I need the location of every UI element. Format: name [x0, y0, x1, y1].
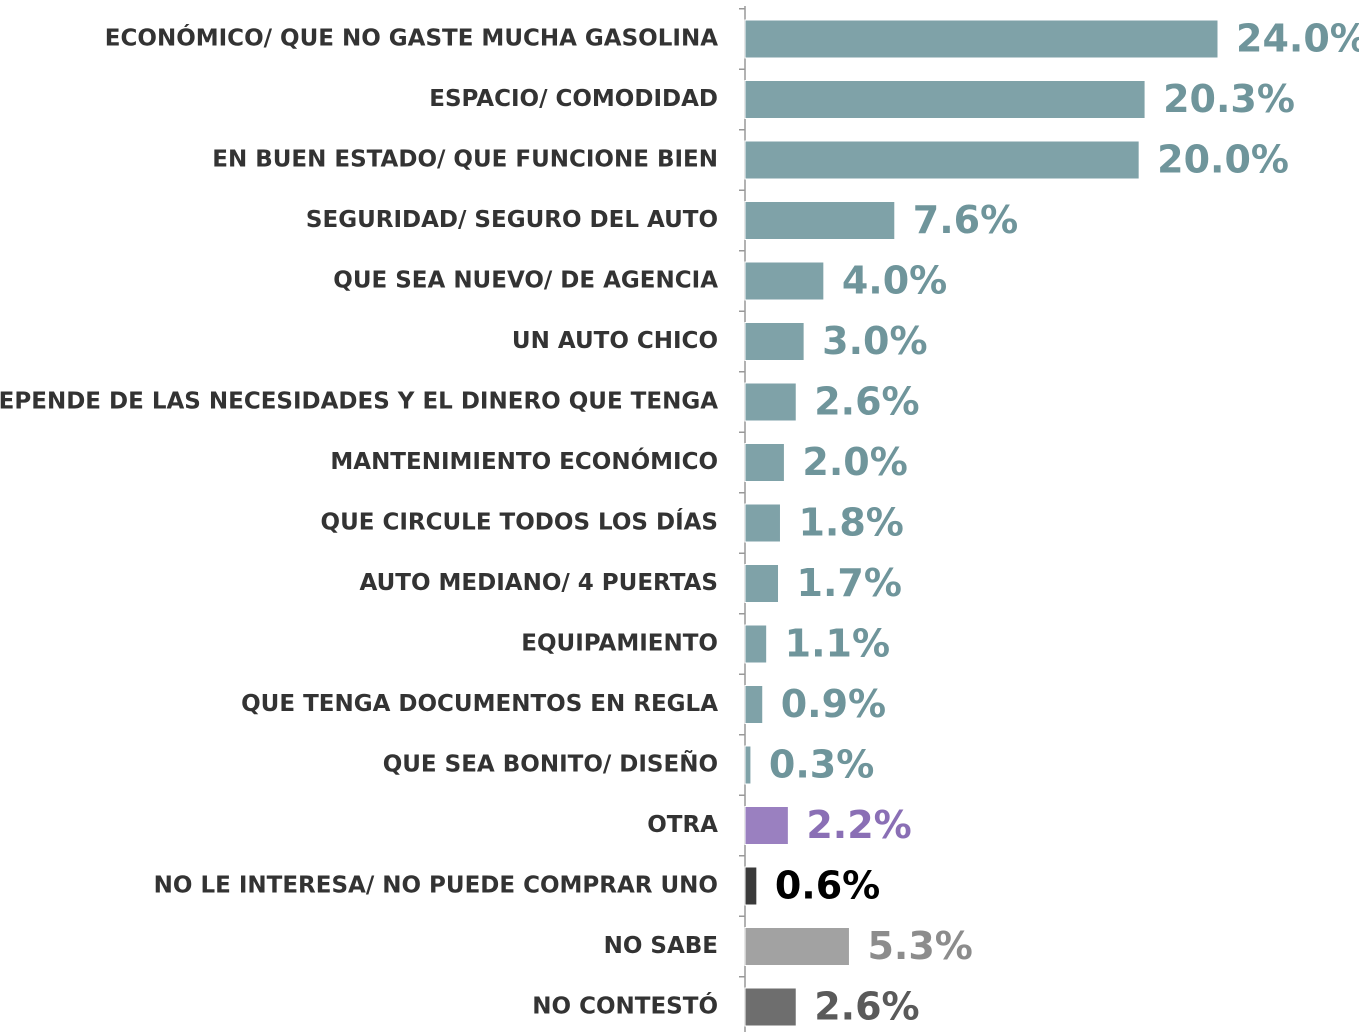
value-label: 2.2% [806, 803, 911, 847]
bar [744, 987, 797, 1027]
category-label: QUE CIRCULE TODOS LOS DÍAS [321, 508, 718, 536]
value-label: 7.6% [913, 198, 1018, 242]
bar [744, 80, 1146, 119]
bar [744, 624, 768, 664]
category-label: MANTENIMIENTO ECONÓMICO [330, 447, 718, 475]
value-label: 2.0% [802, 440, 907, 484]
value-label: 5.3% [867, 924, 972, 968]
value-label: 1.7% [797, 561, 902, 605]
value-label: 2.6% [814, 985, 919, 1029]
bar [744, 322, 805, 361]
bar [744, 140, 1140, 180]
value-label: 1.1% [785, 622, 890, 666]
category-label: QUE TENGA DOCUMENTOS EN REGLA [241, 691, 718, 717]
value-label: 2.6% [814, 380, 919, 424]
category-label: NO CONTESTÓ [532, 992, 718, 1020]
value-label: 0.6% [775, 864, 880, 908]
bar [744, 19, 1219, 59]
category-label: QUE SEA BONITO/ DISEÑO [383, 750, 718, 778]
bar [744, 806, 789, 845]
category-label: NO SABE [604, 933, 718, 959]
value-label: 0.3% [769, 743, 874, 787]
category-label: ESPACIO/ COMODIDAD [429, 86, 718, 112]
category-label: AUTO MEDIANO/ 4 PUERTAS [360, 570, 718, 596]
value-label: 4.0% [842, 259, 947, 303]
bar [744, 443, 785, 482]
category-label: DEPENDE DE LAS NECESIDADES Y EL DINERO Q… [0, 389, 718, 415]
bar [744, 564, 780, 603]
bar [744, 745, 752, 785]
category-label: ECONÓMICO/ QUE NO GASTE MUCHA GASOLINA [105, 24, 718, 52]
value-label: 3.0% [822, 319, 927, 363]
value-label: 1.8% [798, 501, 903, 545]
category-label: EQUIPAMIENTO [521, 631, 718, 657]
category-label: SEGURIDAD/ SEGURO DEL AUTO [306, 207, 718, 233]
bar [744, 866, 758, 906]
value-label: 24.0% [1236, 17, 1359, 61]
category-label: UN AUTO CHICO [512, 328, 718, 354]
category-label: EN BUEN ESTADO/ QUE FUNCIONE BIEN [212, 147, 718, 173]
bar [744, 261, 825, 301]
value-label: 0.9% [781, 682, 886, 726]
bar [744, 201, 896, 240]
category-label: OTRA [647, 812, 718, 838]
value-label: 20.3% [1163, 77, 1295, 121]
value-label: 20.0% [1157, 138, 1289, 182]
bar [744, 927, 850, 966]
category-label: NO LE INTERESA/ NO PUEDE COMPRAR UNO [154, 873, 718, 899]
bar [744, 503, 781, 543]
bar [744, 382, 797, 422]
category-label: QUE SEA NUEVO/ DE AGENCIA [333, 268, 718, 294]
bar [744, 685, 764, 724]
